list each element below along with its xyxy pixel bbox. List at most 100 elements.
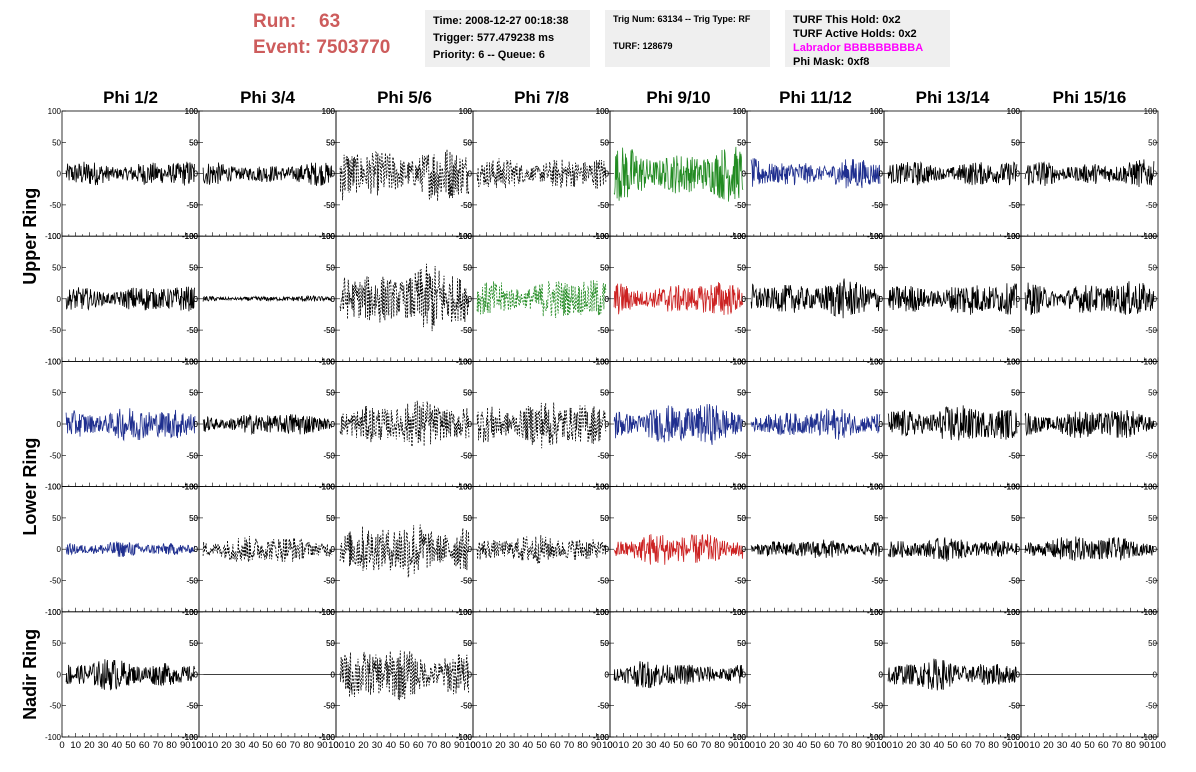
y-tick-label: 50: [737, 138, 746, 147]
panel-r2-c5: 100 100 50 50 0 0 -50 -50 -100 -100: [593, 232, 748, 366]
y-tick-label-right: 100: [870, 232, 884, 241]
y-tick-label: 0: [742, 545, 747, 554]
y-tick-label: 50: [874, 514, 883, 523]
x-tick-label: 20: [358, 740, 369, 751]
y-tick-label: 0: [331, 545, 336, 554]
y-tick-label-right: 50: [874, 389, 883, 398]
x-tick-label: 70: [564, 740, 575, 751]
trace-r1-c6: [750, 158, 881, 189]
y-tick-label-right: 50: [1148, 389, 1157, 398]
y-tick-label-right: 100: [596, 483, 610, 492]
y-tick-label: 0: [194, 545, 199, 554]
y-tick-label: -50: [186, 326, 198, 335]
y-tick-label: -50: [186, 201, 198, 210]
panel-r5-c4: 100 100 50 50 0 0 -50 -50 -100 -100: [456, 608, 611, 742]
y-tick-label-right: 50: [874, 639, 883, 648]
y-tick-label: 0: [468, 670, 473, 679]
y-tick-label: 50: [600, 264, 609, 273]
y-tick-label-right: -100: [593, 357, 610, 366]
y-tick-label: -50: [597, 451, 609, 460]
y-tick-label-right: 50: [326, 639, 335, 648]
y-tick-label: 0: [57, 545, 62, 554]
panel-r2-c4: 100 100 50 50 0 0 -50 -50 -100 -100: [456, 232, 611, 366]
y-tick-label: 100: [459, 483, 473, 492]
trace-r2-c2: [202, 294, 332, 303]
y-tick-label-right: -100: [593, 733, 610, 742]
x-tick-label: 50: [399, 740, 410, 751]
phi-mask-text: Phi Mask: 0xf8: [793, 56, 870, 68]
trace-r4-c8: [1024, 536, 1155, 561]
y-tick-label-right: -50: [460, 451, 472, 460]
x-tick-label: 80: [714, 740, 725, 751]
y-tick-label-right: -100: [730, 357, 747, 366]
y-tick-label-right: -50: [460, 577, 472, 586]
x-tick-label: 30: [98, 740, 109, 751]
trigger-info-box: Trig Num: 63134 -- Trig Type: RF TURF: 1…: [605, 10, 770, 67]
y-tick-label-right: -100: [730, 733, 747, 742]
x-tick-label: 70: [153, 740, 164, 751]
x-tick-label: 0: [470, 740, 475, 751]
x-tick-label: 80: [440, 740, 451, 751]
y-tick-label-right: 0: [468, 545, 473, 554]
y-tick-label-right: -50: [1008, 201, 1020, 210]
y-tick-label: 0: [879, 670, 884, 679]
y-tick-label: 100: [459, 608, 473, 617]
y-tick-label: 50: [600, 514, 609, 523]
trace-r2-c8: [1024, 281, 1155, 316]
y-tick-label-right: 100: [1144, 483, 1158, 492]
y-tick-label: 100: [322, 232, 336, 241]
y-tick-label-right: 0: [1016, 670, 1021, 679]
y-tick-label: 100: [48, 483, 62, 492]
x-tick-label: 10: [1029, 740, 1040, 751]
panel-r1-c6: 100 100 50 50 0 0 -50 -50 -100 -100: [730, 107, 885, 241]
x-tick-label: 50: [1084, 740, 1095, 751]
x-tick-label: 80: [166, 740, 177, 751]
x-tick-label: 0: [59, 740, 64, 751]
y-tick-label-right: 100: [1144, 232, 1158, 241]
y-tick-label: 0: [331, 420, 336, 429]
x-tick-label: 100: [1013, 740, 1029, 751]
y-tick-label: 0: [331, 170, 336, 179]
column-header-8: Phi 15/16: [1053, 88, 1127, 107]
y-tick-label-right: -100: [867, 733, 884, 742]
y-tick-label: -50: [323, 201, 335, 210]
y-tick-label: 50: [463, 138, 472, 147]
y-tick-label-right: 0: [1153, 295, 1158, 304]
trace-r5-c3: [339, 650, 470, 701]
y-tick-label-right: -100: [867, 357, 884, 366]
y-tick-label: 50: [600, 389, 609, 398]
y-tick-label: -100: [593, 608, 610, 617]
y-tick-label: -100: [730, 232, 747, 241]
y-tick-label-right: 0: [879, 545, 884, 554]
x-tick-label: 10: [618, 740, 629, 751]
y-tick-label-right: 0: [605, 295, 610, 304]
y-tick-label-right: 50: [463, 138, 472, 147]
x-tick-label: 70: [427, 740, 438, 751]
y-tick-label: 100: [459, 232, 473, 241]
y-tick-label-right: 100: [1007, 608, 1021, 617]
y-tick-label: 50: [189, 389, 198, 398]
y-tick-label-right: 0: [1016, 295, 1021, 304]
y-tick-label-right: 50: [326, 389, 335, 398]
x-tick-label: 50: [810, 740, 821, 751]
column-header-2: Phi 3/4: [240, 88, 295, 107]
y-tick-label-right: -100: [593, 483, 610, 492]
column-header-1: Phi 1/2: [103, 88, 158, 107]
y-tick-label-right: 0: [468, 170, 473, 179]
panel-r3-c1: 100 100 50 50 0 0 -50 -50 -100 -100: [45, 357, 200, 492]
y-tick-label-right: -50: [1145, 451, 1157, 460]
panel-r1-c2: 100 100 50 50 0 0 -50 -50 -100 -100: [182, 107, 337, 241]
y-tick-label: 50: [189, 514, 198, 523]
y-tick-label: 0: [1016, 295, 1021, 304]
y-tick-label-right: 0: [1153, 545, 1158, 554]
y-tick-label: 50: [737, 389, 746, 398]
y-tick-label: 100: [870, 232, 884, 241]
x-tick-label: 30: [783, 740, 794, 751]
turf-info-box: TURF This Hold: 0x2 TURF Active Holds: 0…: [785, 10, 950, 68]
y-tick-label: -50: [323, 702, 335, 711]
panel-r3-c4: 100 100 50 50 0 0 -50 -50 -100 -100: [456, 357, 611, 492]
y-tick-label-right: 100: [322, 483, 336, 492]
y-tick-label-right: -50: [871, 577, 883, 586]
y-tick-label: 0: [605, 670, 610, 679]
y-tick-label-right: -100: [319, 608, 336, 617]
